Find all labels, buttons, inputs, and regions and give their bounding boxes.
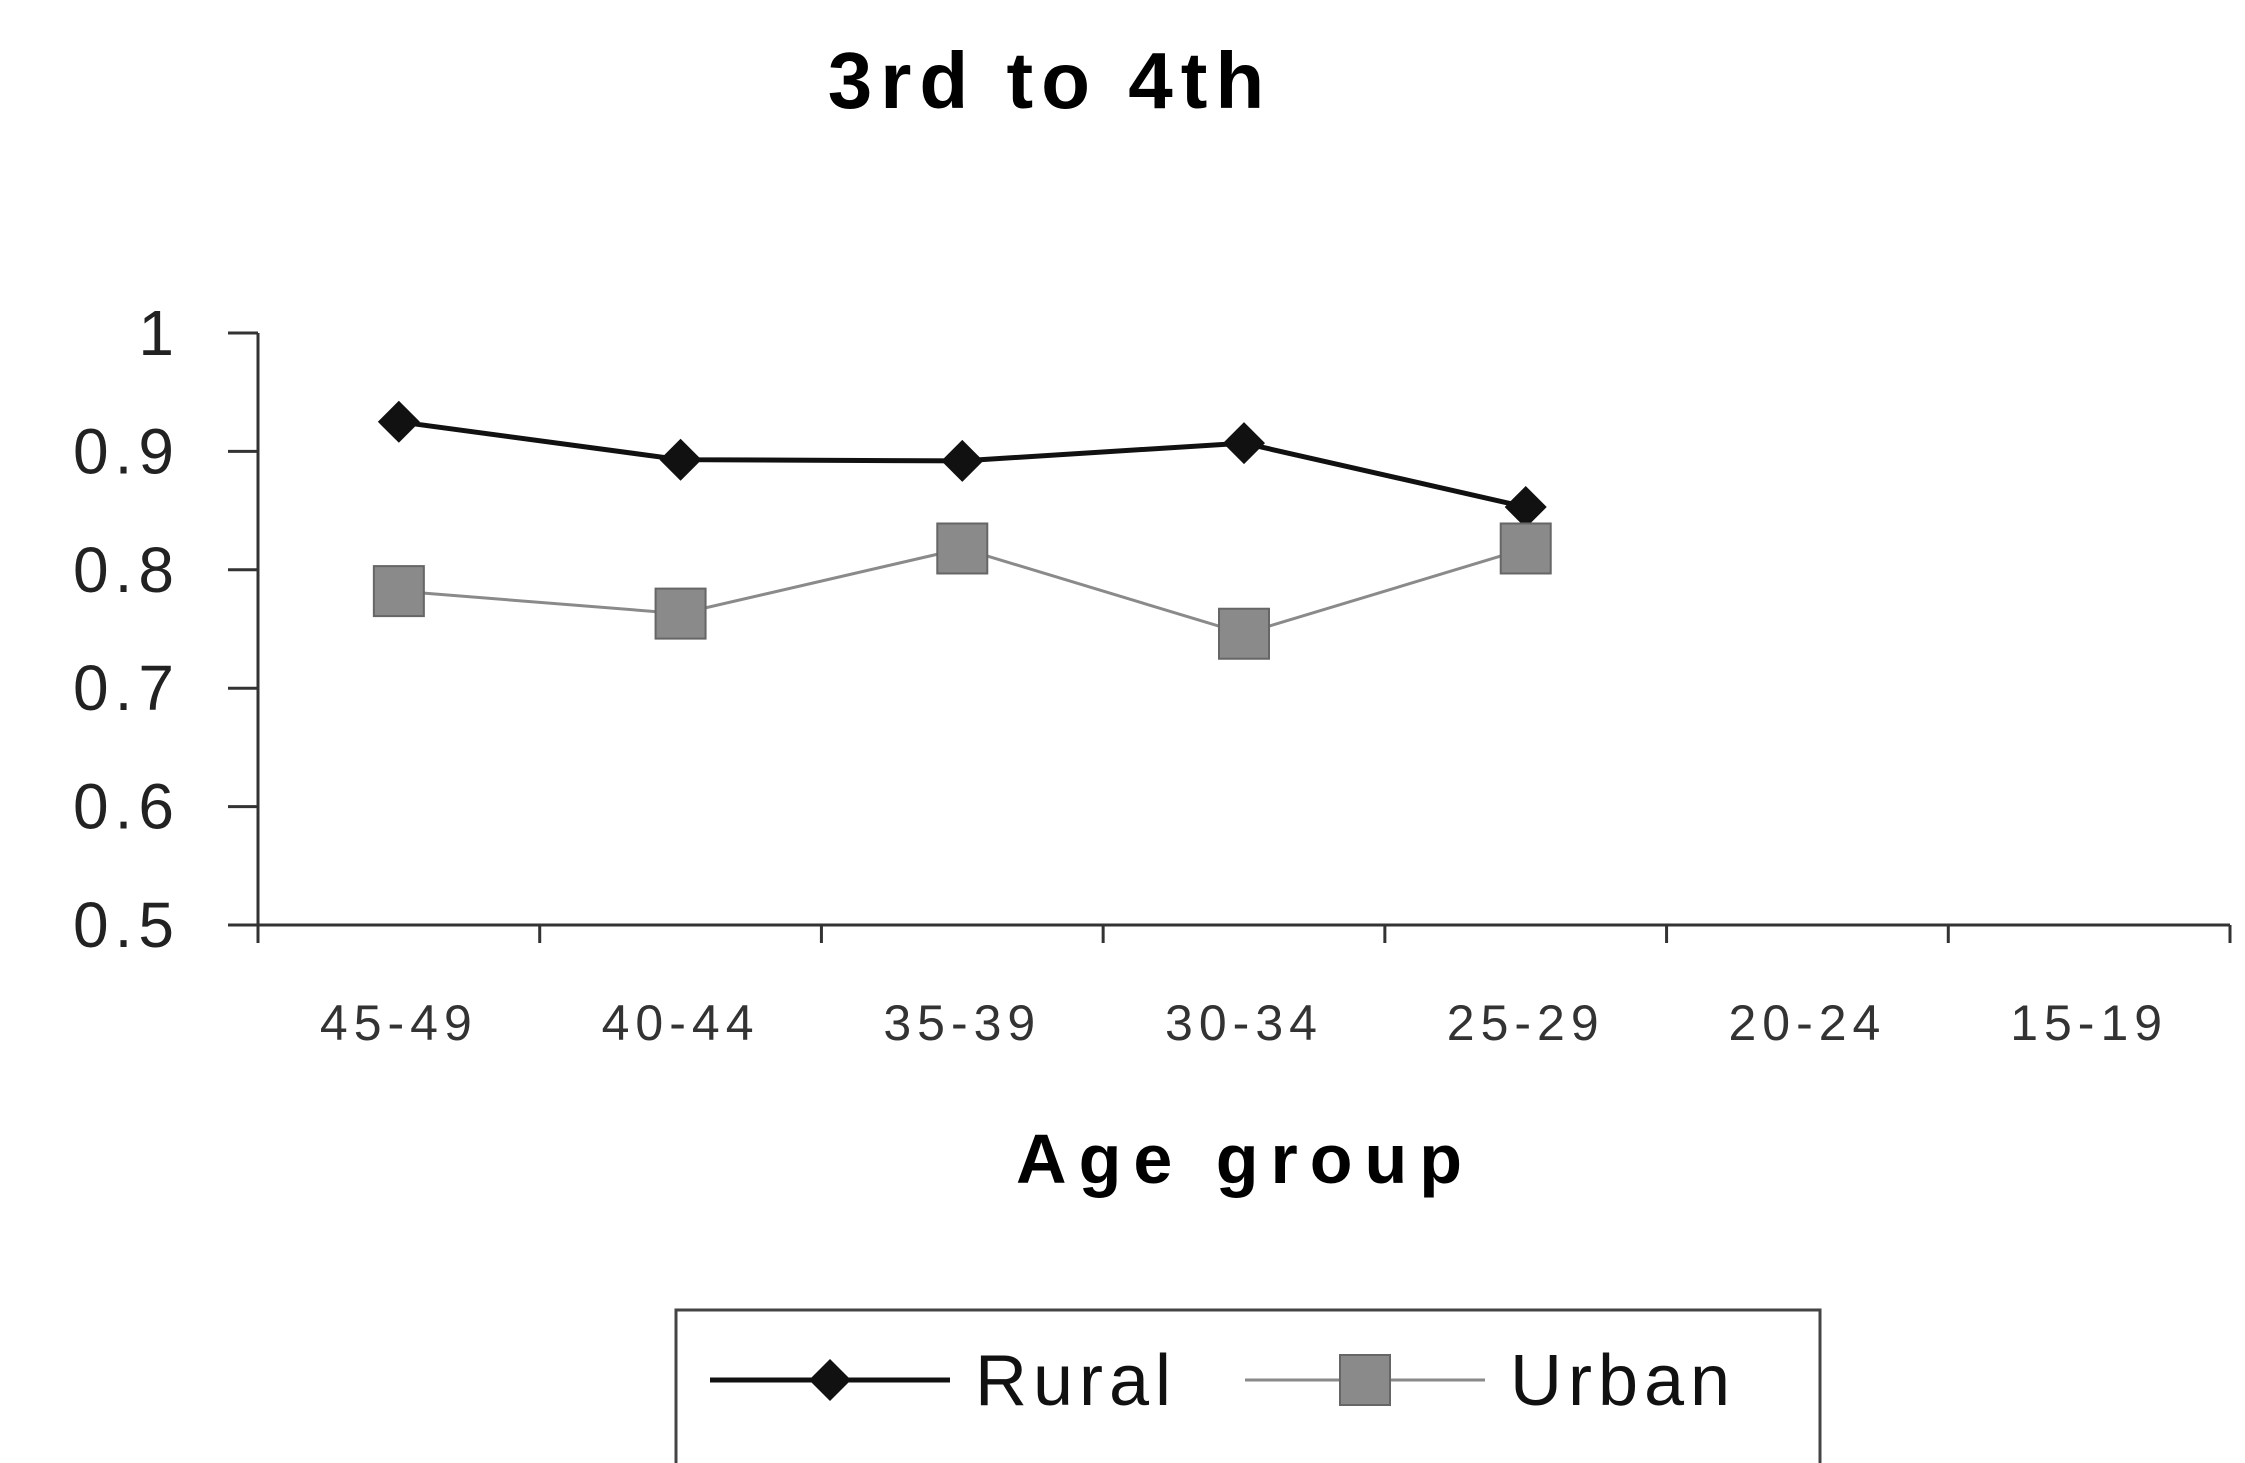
legend-marker-urban (1339, 1354, 1391, 1406)
legend-label-rural: Rural (975, 1341, 1177, 1421)
legend-marker-rural (809, 1359, 851, 1401)
y-tick-label: 0.7 (73, 652, 180, 724)
y-tick-label: 1 (138, 297, 180, 369)
y-tick-label: 0.6 (73, 771, 180, 843)
legend-entry-urban: Urban (1245, 1341, 1736, 1421)
legend-entry-rural: Rural (710, 1341, 1177, 1421)
x-tick-label: 30-34 (1165, 995, 1323, 1051)
data-point-urban (654, 587, 707, 640)
data-point-rural (377, 400, 420, 443)
legend-box (674, 1308, 1822, 1463)
x-tick-label: 15-19 (2010, 995, 2168, 1051)
data-point-rural (941, 439, 984, 482)
x-tick-label: 45-49 (320, 995, 478, 1051)
x-tick-label: 20-24 (1728, 995, 1886, 1051)
data-point-urban (1499, 522, 1552, 575)
chart-title: 3rd to 4th (828, 36, 1272, 125)
x-axis-label: Age group (1016, 1120, 1474, 1198)
series-layer (372, 400, 1552, 660)
x-tick-labels: 45-49 40-44 35-39 30-34 25-29 20-24 15-19 (320, 995, 2168, 1051)
data-point-urban (936, 522, 989, 575)
y-tick-labels: 1 0.9 0.8 0.7 0.6 0.5 (73, 297, 180, 961)
y-tick-label: 0.5 (73, 889, 180, 961)
y-tick-label: 0.8 (73, 534, 180, 606)
x-tick-label: 35-39 (883, 995, 1041, 1051)
data-point-urban (372, 565, 425, 618)
data-point-rural (1504, 486, 1547, 529)
chart-axes (228, 331, 2232, 943)
data-point-rural (659, 438, 702, 481)
x-tick-label: 40-44 (602, 995, 760, 1051)
x-tick-label: 25-29 (1447, 995, 1605, 1051)
legend: Rural Urban (674, 1308, 1822, 1463)
data-point-rural (1223, 422, 1265, 465)
legend-items: Rural Urban (710, 1341, 1736, 1421)
data-point-urban (1218, 607, 1270, 660)
legend-label-urban: Urban (1510, 1341, 1736, 1421)
y-tick-label: 0.9 (73, 415, 180, 487)
